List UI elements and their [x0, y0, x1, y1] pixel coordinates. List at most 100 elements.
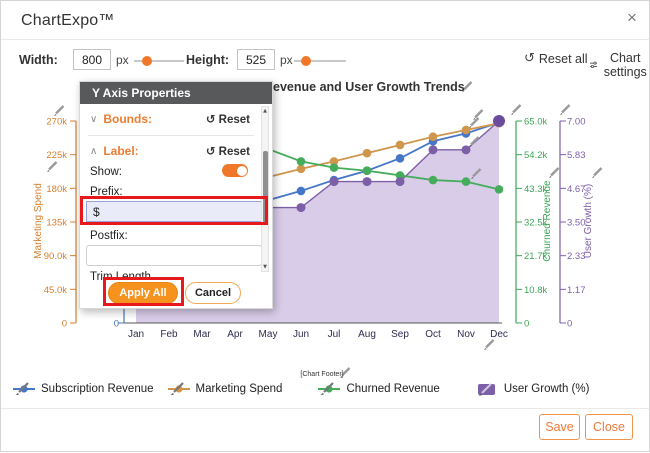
- svg-text:Churned Revenue: Churned Revenue: [542, 180, 553, 262]
- close-button[interactable]: Close: [585, 414, 633, 440]
- svg-text:Dec: Dec: [490, 329, 508, 340]
- svg-text:65.0k: 65.0k: [524, 117, 547, 128]
- height-slider[interactable]: [294, 56, 346, 66]
- reset-all-button[interactable]: ↺ Reset all: [524, 51, 588, 66]
- pencil-edit-icon: [469, 136, 480, 147]
- scroll-down-icon[interactable]: ▼: [263, 264, 267, 270]
- toggle-knob: [236, 165, 247, 176]
- show-label: Show:: [90, 166, 122, 178]
- pencil-edit-icon: [47, 161, 58, 172]
- chart-settings-label: Chart settings: [603, 51, 647, 79]
- width-slider[interactable]: [134, 56, 184, 66]
- section-divider: [88, 135, 254, 136]
- close-icon[interactable]: ×: [627, 8, 637, 27]
- svg-text:180k: 180k: [46, 184, 67, 195]
- bounds-section-row[interactable]: ∨ Bounds: ↺ Reset: [90, 112, 250, 126]
- chart-legend: Subscription Revenue Marketing Spend Churn…: [13, 380, 589, 398]
- svg-text:Aug: Aug: [358, 329, 376, 340]
- bounds-reset-button[interactable]: ↺ Reset: [205, 114, 250, 126]
- svg-text:270k: 270k: [46, 117, 67, 128]
- chart-settings-button[interactable]: Chart settings: [590, 51, 649, 79]
- svg-text:0: 0: [62, 319, 67, 330]
- svg-text:0: 0: [524, 319, 529, 330]
- width-label: Width:: [19, 53, 58, 67]
- scroll-up-icon[interactable]: ▲: [263, 108, 267, 114]
- svg-text:Apr: Apr: [227, 329, 243, 340]
- svg-text:90.0k: 90.0k: [44, 251, 67, 262]
- svg-text:Marketing Spend: Marketing Spend: [33, 183, 44, 259]
- svg-text:3.50: 3.50: [567, 218, 586, 229]
- legend-marker-icon: [167, 382, 190, 395]
- svg-text:45.0k: 45.0k: [44, 285, 67, 296]
- pencil-edit-icon: [471, 168, 482, 179]
- svg-text:2.33: 2.33: [567, 251, 586, 262]
- label-reset-button[interactable]: ↺ Reset: [205, 146, 250, 158]
- chart-footer-label[interactable]: [Chart Footer]: [300, 371, 344, 378]
- svg-text:Sep: Sep: [391, 329, 409, 340]
- postfix-input[interactable]: [86, 245, 262, 266]
- pencil-edit-icon: [549, 167, 560, 178]
- svg-text:21.7k: 21.7k: [524, 251, 547, 262]
- svg-text:32.5k: 32.5k: [524, 218, 547, 229]
- prefix-label: Prefix:: [90, 186, 123, 198]
- svg-text:54.2k: 54.2k: [524, 150, 547, 161]
- legend-label: User Growth (%): [503, 383, 590, 395]
- chevron-down-icon[interactable]: ∨: [90, 113, 98, 125]
- apply-all-button[interactable]: Apply All: [108, 282, 178, 304]
- cancel-button[interactable]: Cancel: [185, 282, 241, 304]
- y-axis-properties-popup: Y Axis Properties ∨ Bounds: ↺ Reset ∧ La…: [79, 81, 273, 309]
- popup-scrollbar[interactable]: ▲ ▼: [261, 106, 269, 272]
- popup-title: Y Axis Properties: [80, 82, 272, 104]
- legend-label: Marketing Spend: [195, 383, 283, 395]
- legend-marker-icon: [477, 383, 495, 396]
- svg-text:0: 0: [114, 319, 119, 330]
- bounds-section-label: Bounds:: [103, 112, 152, 126]
- svg-text:5.83: 5.83: [567, 150, 586, 161]
- legend-item-user-growth[interactable]: User Growth (%): [476, 382, 590, 396]
- footer-divider: [1, 408, 650, 409]
- svg-text:0: 0: [567, 319, 572, 330]
- svg-text:May: May: [259, 329, 278, 340]
- header-divider: [1, 39, 650, 40]
- svg-text:Oct: Oct: [425, 329, 441, 340]
- pencil-edit-icon: [469, 117, 480, 128]
- svg-text:7.00: 7.00: [567, 117, 586, 128]
- svg-text:Nov: Nov: [457, 329, 475, 340]
- height-label: Height:: [186, 53, 230, 67]
- height-input[interactable]: [237, 49, 275, 70]
- svg-text:225k: 225k: [46, 150, 67, 161]
- popup-scrollbar-thumb[interactable]: [262, 151, 268, 223]
- chart-title: Revenue and User Growth Trends: [264, 80, 465, 94]
- legend-label: Subscription Revenue: [41, 383, 154, 395]
- svg-text:135k: 135k: [46, 218, 67, 229]
- svg-text:Jan: Jan: [128, 329, 144, 340]
- legend-marker-icon: [318, 382, 341, 395]
- svg-text:43.3k: 43.3k: [524, 184, 547, 195]
- pencil-edit-icon: [560, 104, 571, 115]
- show-toggle[interactable]: [222, 164, 248, 177]
- dialog-title: ChartExpo™: [21, 12, 115, 29]
- legend-label: Churned Revenue: [346, 383, 440, 395]
- legend-marker-icon: [13, 382, 35, 395]
- pencil-edit-icon: [484, 339, 495, 350]
- chevron-up-icon[interactable]: ∧: [90, 145, 98, 157]
- svg-text:4.67: 4.67: [567, 184, 586, 195]
- svg-text:Jul: Jul: [328, 329, 341, 340]
- label-section-row[interactable]: ∧ Label: ↺ Reset: [90, 144, 250, 158]
- height-slider-knob[interactable]: [301, 56, 311, 66]
- svg-text:Mar: Mar: [193, 329, 211, 340]
- width-input[interactable]: [73, 49, 111, 70]
- height-px-label: px: [280, 53, 293, 67]
- legend-item-marketing-spend[interactable]: Marketing Spend: [167, 382, 283, 396]
- reset-all-label: Reset all: [538, 51, 588, 66]
- prefix-input[interactable]: [86, 201, 262, 222]
- legend-item-subscription-revenue[interactable]: Subscription Revenue: [13, 382, 154, 396]
- pencil-edit-icon: [592, 167, 603, 178]
- reset-all-icon: ↺: [524, 51, 535, 66]
- svg-text:Feb: Feb: [160, 329, 178, 340]
- width-slider-knob[interactable]: [142, 56, 152, 66]
- save-button[interactable]: Save: [539, 414, 580, 440]
- reset-circular-arrow-icon: ↺: [205, 114, 216, 126]
- postfix-label: Postfix:: [90, 230, 128, 242]
- legend-item-churned-revenue[interactable]: Churned Revenue: [318, 382, 440, 396]
